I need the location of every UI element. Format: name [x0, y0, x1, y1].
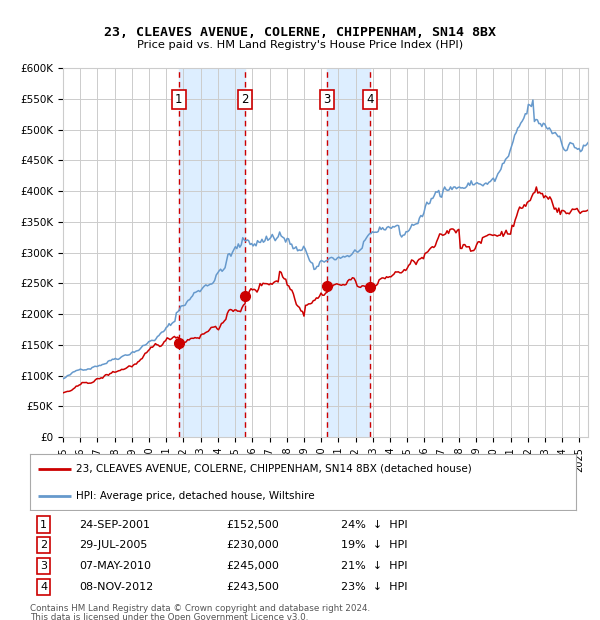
Text: This data is licensed under the Open Government Licence v3.0.: This data is licensed under the Open Gov…	[30, 613, 308, 620]
Text: 3: 3	[323, 93, 331, 106]
Text: 19%  ↓  HPI: 19% ↓ HPI	[341, 540, 408, 550]
Text: 08-NOV-2012: 08-NOV-2012	[79, 582, 154, 592]
Text: £152,500: £152,500	[227, 520, 280, 529]
Text: 24-SEP-2001: 24-SEP-2001	[79, 520, 150, 529]
Text: 3: 3	[40, 560, 47, 570]
Text: £245,000: £245,000	[227, 560, 280, 570]
Bar	[327, 68, 370, 437]
Text: £243,500: £243,500	[227, 582, 280, 592]
Text: 21%  ↓  HPI: 21% ↓ HPI	[341, 560, 408, 570]
Text: 23, CLEAVES AVENUE, COLERNE, CHIPPENHAM, SN14 8BX: 23, CLEAVES AVENUE, COLERNE, CHIPPENHAM,…	[104, 26, 496, 39]
Text: 23%  ↓  HPI: 23% ↓ HPI	[341, 582, 408, 592]
Text: £230,000: £230,000	[227, 540, 280, 550]
Text: 1: 1	[40, 520, 47, 529]
Text: 23, CLEAVES AVENUE, COLERNE, CHIPPENHAM, SN14 8BX (detached house): 23, CLEAVES AVENUE, COLERNE, CHIPPENHAM,…	[76, 464, 472, 474]
Text: 29-JUL-2005: 29-JUL-2005	[79, 540, 148, 550]
Text: Contains HM Land Registry data © Crown copyright and database right 2024.: Contains HM Land Registry data © Crown c…	[30, 604, 370, 613]
Bar	[179, 68, 245, 437]
Text: Price paid vs. HM Land Registry's House Price Index (HPI): Price paid vs. HM Land Registry's House …	[137, 40, 463, 50]
Text: 1: 1	[175, 93, 182, 106]
Text: 2: 2	[241, 93, 248, 106]
Text: 4: 4	[367, 93, 374, 106]
Text: 24%  ↓  HPI: 24% ↓ HPI	[341, 520, 408, 529]
Text: 07-MAY-2010: 07-MAY-2010	[79, 560, 151, 570]
Text: HPI: Average price, detached house, Wiltshire: HPI: Average price, detached house, Wilt…	[76, 490, 315, 501]
Text: 2: 2	[40, 540, 47, 550]
Text: 4: 4	[40, 582, 47, 592]
